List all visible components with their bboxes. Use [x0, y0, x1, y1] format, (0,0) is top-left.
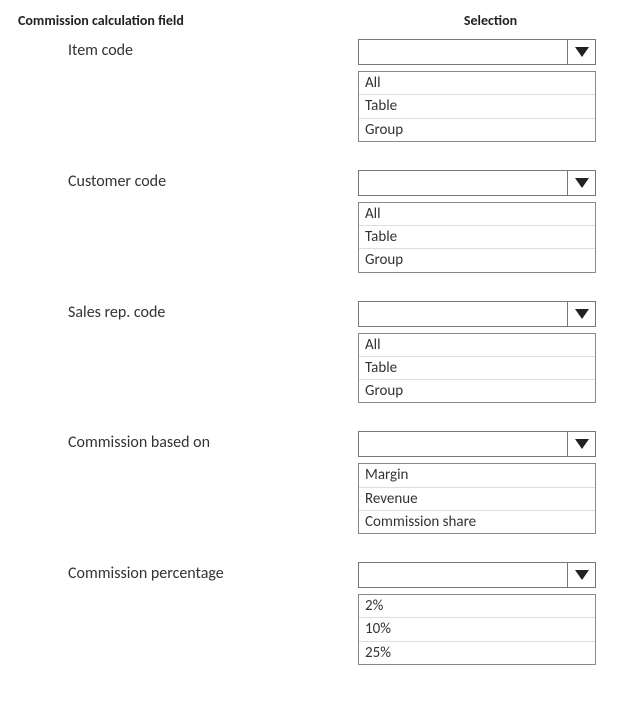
option-commission-percentage-25[interactable]: 25%: [359, 642, 595, 664]
option-commission-based-on-revenue[interactable]: Revenue: [359, 488, 595, 511]
option-commission-percentage-10[interactable]: 10%: [359, 618, 595, 641]
option-customer-code-group[interactable]: Group: [359, 249, 595, 271]
option-customer-code-all[interactable]: All: [359, 203, 595, 226]
option-sales-rep-code-group[interactable]: Group: [359, 380, 595, 402]
field-label-commission-based-on: Commission based on: [18, 431, 358, 452]
options-list-customer-code: AllTableGroup: [358, 202, 596, 273]
dropdown-sales-rep-code[interactable]: [358, 301, 596, 327]
field-label-item-code: Item code: [18, 39, 358, 60]
selection-column-commission-percentage: 2%10%25%: [358, 562, 596, 665]
options-list-commission-percentage: 2%10%25%: [358, 594, 596, 665]
chevron-down-icon[interactable]: [567, 432, 595, 456]
chevron-down-icon[interactable]: [567, 302, 595, 326]
header-row: Commission calculation field Selection: [18, 12, 623, 29]
selection-column-commission-based-on: MarginRevenueCommission share: [358, 431, 596, 534]
option-item-code-group[interactable]: Group: [359, 119, 595, 141]
field-label-sales-rep-code: Sales rep. code: [18, 301, 358, 322]
selection-column-item-code: AllTableGroup: [358, 39, 596, 142]
field-row-commission-based-on: Commission based onMarginRevenueCommissi…: [18, 431, 623, 534]
chevron-down-icon[interactable]: [567, 40, 595, 64]
option-item-code-table[interactable]: Table: [359, 95, 595, 118]
field-row-commission-percentage: Commission percentage2%10%25%: [18, 562, 623, 665]
option-sales-rep-code-all[interactable]: All: [359, 334, 595, 357]
header-commission-field: Commission calculation field: [18, 12, 358, 29]
field-label-customer-code: Customer code: [18, 170, 358, 191]
dropdown-value-customer-code: [359, 171, 567, 195]
dropdown-customer-code[interactable]: [358, 170, 596, 196]
option-commission-based-on-commission-share[interactable]: Commission share: [359, 511, 595, 533]
dropdown-value-commission-based-on: [359, 432, 567, 456]
dropdown-item-code[interactable]: [358, 39, 596, 65]
dropdown-value-item-code: [359, 40, 567, 64]
option-commission-percentage-2[interactable]: 2%: [359, 595, 595, 618]
field-label-commission-percentage: Commission percentage: [18, 562, 358, 583]
chevron-down-icon[interactable]: [567, 171, 595, 195]
option-sales-rep-code-table[interactable]: Table: [359, 357, 595, 380]
dropdown-value-commission-percentage: [359, 563, 567, 587]
field-row-item-code: Item codeAllTableGroup: [18, 39, 623, 142]
options-list-item-code: AllTableGroup: [358, 71, 596, 142]
selection-column-sales-rep-code: AllTableGroup: [358, 301, 596, 404]
option-customer-code-table[interactable]: Table: [359, 226, 595, 249]
selection-column-customer-code: AllTableGroup: [358, 170, 596, 273]
dropdown-value-sales-rep-code: [359, 302, 567, 326]
chevron-down-icon[interactable]: [567, 563, 595, 587]
options-list-sales-rep-code: AllTableGroup: [358, 333, 596, 404]
option-item-code-all[interactable]: All: [359, 72, 595, 95]
dropdown-commission-percentage[interactable]: [358, 562, 596, 588]
dropdown-commission-based-on[interactable]: [358, 431, 596, 457]
field-row-customer-code: Customer codeAllTableGroup: [18, 170, 623, 273]
field-row-sales-rep-code: Sales rep. codeAllTableGroup: [18, 301, 623, 404]
option-commission-based-on-margin[interactable]: Margin: [359, 464, 595, 487]
options-list-commission-based-on: MarginRevenueCommission share: [358, 463, 596, 534]
header-selection: Selection: [358, 12, 623, 29]
